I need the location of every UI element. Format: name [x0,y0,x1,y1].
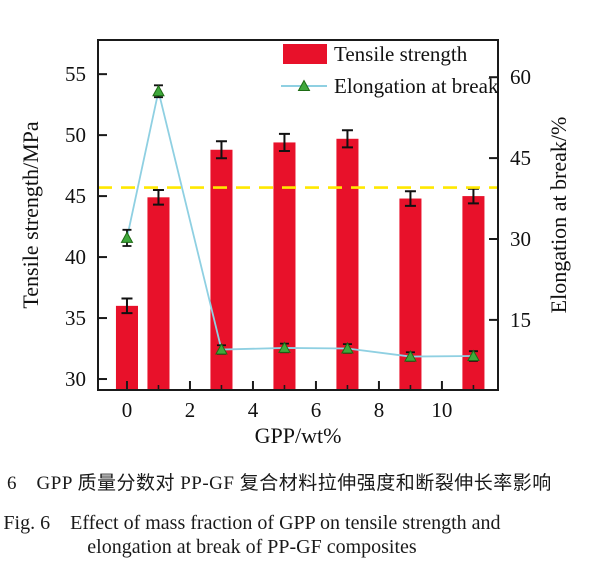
right-axis-title: Elongation at break/% [546,117,571,314]
caption-english-line2: elongation at break of PP-GF composites [87,536,417,558]
elongation-marker-x7 [341,341,354,354]
tensile-bar-x0 [115,305,138,390]
tensile-bar-x9 [399,198,422,390]
tensile-error-bar-x0 [121,297,133,315]
tensile-bar-x7 [336,138,359,390]
legend-tensile-swatch [283,44,327,64]
x-tick-label-6: 6 [311,398,322,422]
elongation-marker-x5 [278,341,291,353]
left-tick-label-40: 40 [65,245,86,269]
x-axis-title: GPP/wt% [255,423,342,448]
tensile-error-bar-x1 [152,189,164,206]
x-tick-label-2: 2 [185,398,196,422]
left-axis-title: Tensile strength/MPa [18,121,43,309]
legend-elongation-marker [297,79,311,91]
right-tick-label-45: 45 [510,146,531,170]
elongation-marker-x3 [215,343,228,355]
tensile-bar-x11 [462,196,485,390]
plot-frame [97,39,499,391]
right-tick-label-30: 30 [510,227,531,251]
right-tick-label-15: 15 [510,308,531,332]
x-tick-label-4: 4 [248,398,259,422]
legend-elongation-label: Elongation at break [334,74,499,98]
tensile-error-bar-x9 [404,190,416,207]
tensile-bar-x1 [147,197,170,390]
left-tick-label-50: 50 [65,123,86,147]
elongation-marker-x1 [152,84,165,97]
left-tick-label-55: 55 [65,62,86,86]
tensile-error-bar-x5 [278,132,290,152]
caption-chinese: 图 6 GPP 质量分数对 PP-GF 复合材料拉伸强度和断裂伸长率影响 [0,473,552,494]
caption-english-line1: Fig. 6 Effect of mass fraction of GPP on… [3,512,501,534]
elongation-marker-x9 [404,350,417,362]
tensile-bar-x5 [273,142,296,390]
elongation-marker-x0 [120,231,134,243]
left-tick-label-45: 45 [65,184,86,208]
x-tick-label-8: 8 [374,398,385,422]
x-tick-label-0: 0 [122,398,133,422]
tensile-error-bar-x3 [215,140,227,160]
right-tick-label-60: 60 [510,65,531,89]
x-tick-label-10: 10 [431,398,452,422]
tensile-error-bar-x7 [341,129,353,149]
legend-tensile-label: Tensile strength [334,42,468,66]
elongation-marker-x11 [467,349,480,362]
left-tick-label-35: 35 [65,306,86,330]
left-tick-label-30: 30 [65,367,86,391]
dual-axis-bar-line-chart: 30 35 40 45 50 55 15 30 45 60 0 2 4 6 8 10 Tensile stren… [18,39,571,448]
